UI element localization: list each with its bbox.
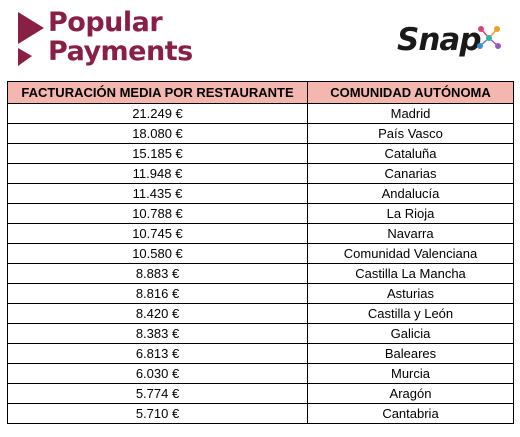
region-cell: Comunidad Valenciana <box>307 243 514 264</box>
region-cell: Murcia <box>307 363 514 384</box>
region-cell: Castilla La Mancha <box>307 263 514 284</box>
revenue-cell: 18.080 € <box>7 123 308 144</box>
snap-logo: Snap <box>397 20 507 66</box>
table-row: 15.185 € Cataluña <box>7 143 514 164</box>
table-row: 18.080 € País Vasco <box>7 123 514 144</box>
revenue-cell: 8.383 € <box>7 323 308 344</box>
table-row: 8.420 € Castilla y León <box>7 303 514 324</box>
table-row: 8.383 € Galicia <box>7 323 514 344</box>
revenue-cell: 8.883 € <box>7 263 308 284</box>
region-cell: Cantabria <box>307 403 514 424</box>
revenue-table-container: FACTURACIÓN MEDIA POR RESTAURANTE COMUNI… <box>7 81 514 424</box>
region-cell: País Vasco <box>307 123 514 144</box>
revenue-cell: 10.788 € <box>7 203 308 224</box>
table-body: 21.249 € Madrid 18.080 € País Vasco 15.185 €… <box>7 103 514 424</box>
region-cell: La Rioja <box>307 203 514 224</box>
revenue-cell: 6.813 € <box>7 343 308 364</box>
region-cell: Navarra <box>307 223 514 244</box>
revenue-cell: 5.774 € <box>7 383 308 404</box>
table-header-row: FACTURACIÓN MEDIA POR RESTAURANTE COMUNI… <box>7 81 514 104</box>
table-row: 5.774 € Aragón <box>7 383 514 404</box>
region-cell: Castilla y León <box>307 303 514 324</box>
revenue-by-region-table: FACTURACIÓN MEDIA POR RESTAURANTE COMUNI… <box>7 81 514 424</box>
region-cell: Cataluña <box>307 143 514 164</box>
popular-payments-wordmark: Popular Payments <box>48 8 193 66</box>
region-cell: Canarias <box>307 163 514 184</box>
popular-payments-chevron-icon <box>18 12 44 66</box>
revenue-cell: 10.745 € <box>7 223 308 244</box>
region-cell: Aragón <box>307 383 514 404</box>
table-row: 6.813 € Baleares <box>7 343 514 364</box>
revenue-cell: 8.816 € <box>7 283 308 304</box>
revenue-cell: 11.435 € <box>7 183 308 204</box>
revenue-cell: 10.580 € <box>7 243 308 264</box>
table-row: 8.883 € Castilla La Mancha <box>7 263 514 284</box>
table-row: 10.580 € Comunidad Valenciana <box>7 243 514 264</box>
table-row: 21.249 € Madrid <box>7 103 514 124</box>
region-cell: Madrid <box>307 103 514 124</box>
revenue-cell: 11.948 € <box>7 163 308 184</box>
column-header-region: COMUNIDAD AUTÓNOMA <box>307 81 514 104</box>
region-cell: Galicia <box>307 323 514 344</box>
region-cell: Asturias <box>307 283 514 304</box>
brand-line-2: Payments <box>48 36 193 67</box>
region-cell: Baleares <box>307 343 514 364</box>
table-row: 8.816 € Asturias <box>7 283 514 304</box>
revenue-cell: 15.185 € <box>7 143 308 164</box>
revenue-cell: 5.710 € <box>7 403 308 424</box>
popular-payments-logo: Popular Payments <box>16 8 193 68</box>
revenue-cell: 21.249 € <box>7 103 308 124</box>
snap-wordmark: Snap <box>397 22 482 58</box>
table-row: 6.030 € Murcia <box>7 363 514 384</box>
revenue-cell: 6.030 € <box>7 363 308 384</box>
column-header-revenue: FACTURACIÓN MEDIA POR RESTAURANTE <box>7 81 308 104</box>
table-row: 5.710 € Cantabria <box>7 403 514 424</box>
table-row: 11.435 € Andalucía <box>7 183 514 204</box>
revenue-cell: 8.420 € <box>7 303 308 324</box>
brand-line-1: Popular <box>48 7 163 38</box>
table-row: 10.745 € Navarra <box>7 223 514 244</box>
table-row: 10.788 € La Rioja <box>7 203 514 224</box>
region-cell: Andalucía <box>307 183 514 204</box>
table-row: 11.948 € Canarias <box>7 163 514 184</box>
snap-network-icon <box>477 26 501 49</box>
